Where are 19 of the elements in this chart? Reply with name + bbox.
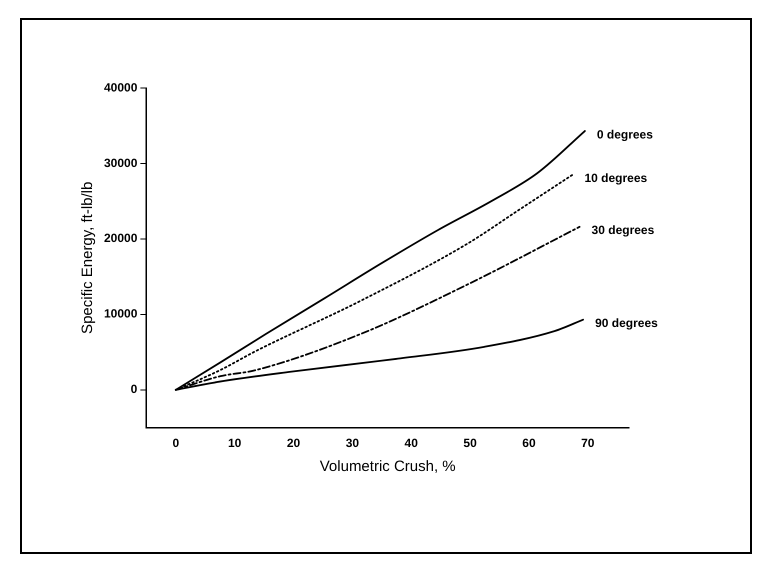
x-tick-label: 10 — [228, 436, 242, 450]
x-tick-label: 50 — [463, 436, 478, 450]
x-tick-label: 20 — [286, 436, 301, 450]
y-tick-label: 10000 — [104, 306, 138, 321]
x-tick-label: 60 — [522, 436, 536, 450]
x-axis-title: Volumetric Crush, % — [320, 458, 456, 476]
x-tick-label: 30 — [346, 436, 360, 450]
series-label: 90 degrees — [595, 316, 658, 330]
x-tick-label: 70 — [581, 436, 595, 450]
y-tick-label: 0 — [130, 382, 138, 396]
series-label: 30 degrees — [592, 223, 655, 238]
series-label: 10 degrees — [584, 171, 648, 186]
y-tick-label: 30000 — [104, 156, 138, 170]
x-tick-label: 40 — [404, 436, 418, 450]
y-axis-title: Specific Energy, ft-lb/lb — [79, 182, 96, 334]
x-tick-label: 0 — [172, 436, 180, 450]
y-tick-label: 40000 — [104, 80, 138, 94]
y-tick-label: 20000 — [104, 231, 138, 246]
series-label: 0 degrees — [596, 127, 654, 142]
